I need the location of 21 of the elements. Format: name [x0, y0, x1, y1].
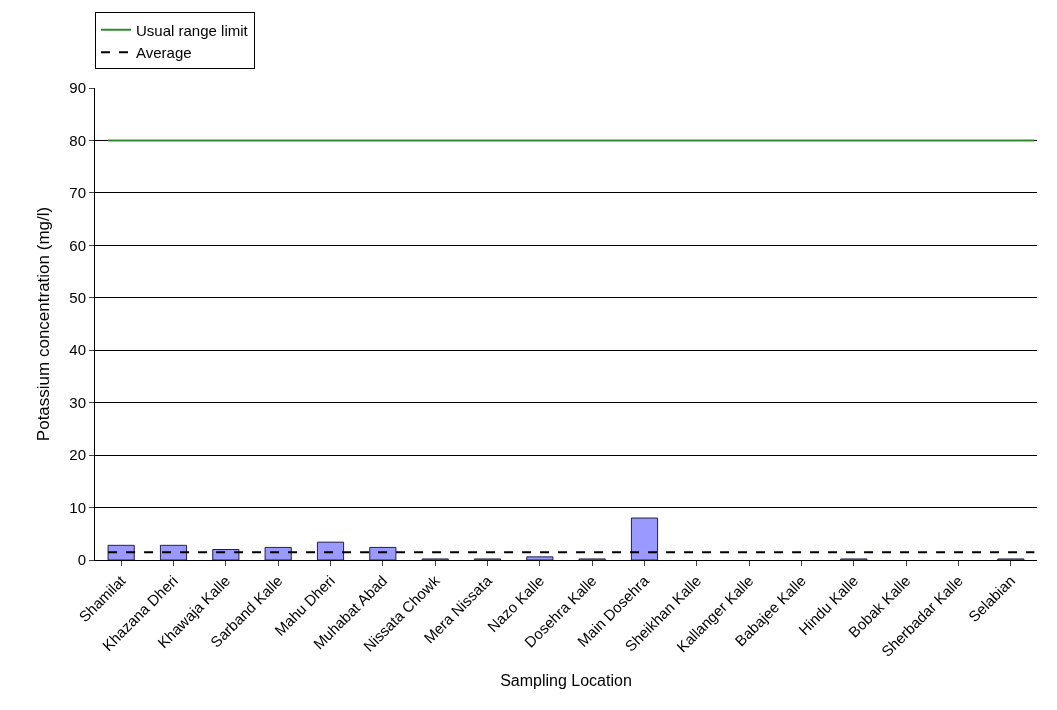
bar: [369, 546, 397, 560]
y-tick-label: 50: [69, 289, 86, 307]
y-tick-label: 10: [69, 498, 86, 516]
bar: [526, 556, 554, 560]
y-axis-title: Potassium concentration (mg/l): [33, 206, 53, 442]
legend-label: Usual range limit: [136, 21, 249, 39]
bar: [264, 546, 292, 560]
y-tick-label: 90: [69, 79, 86, 97]
y-tick-label: 70: [69, 184, 86, 202]
y-tick-label: 60: [69, 236, 86, 254]
y-tick-label: 20: [69, 446, 86, 464]
y-tick-label: 0: [77, 551, 86, 569]
legend-label: Average: [136, 44, 192, 62]
y-tick-label: 80: [69, 131, 86, 149]
y-tick-label: 30: [69, 393, 86, 411]
x-axis-title: Sampling Location: [500, 671, 632, 689]
bar: [630, 517, 659, 560]
bar: [316, 541, 345, 560]
y-tick-label: 40: [69, 341, 86, 359]
bar: [159, 544, 188, 560]
bar: [107, 544, 135, 560]
